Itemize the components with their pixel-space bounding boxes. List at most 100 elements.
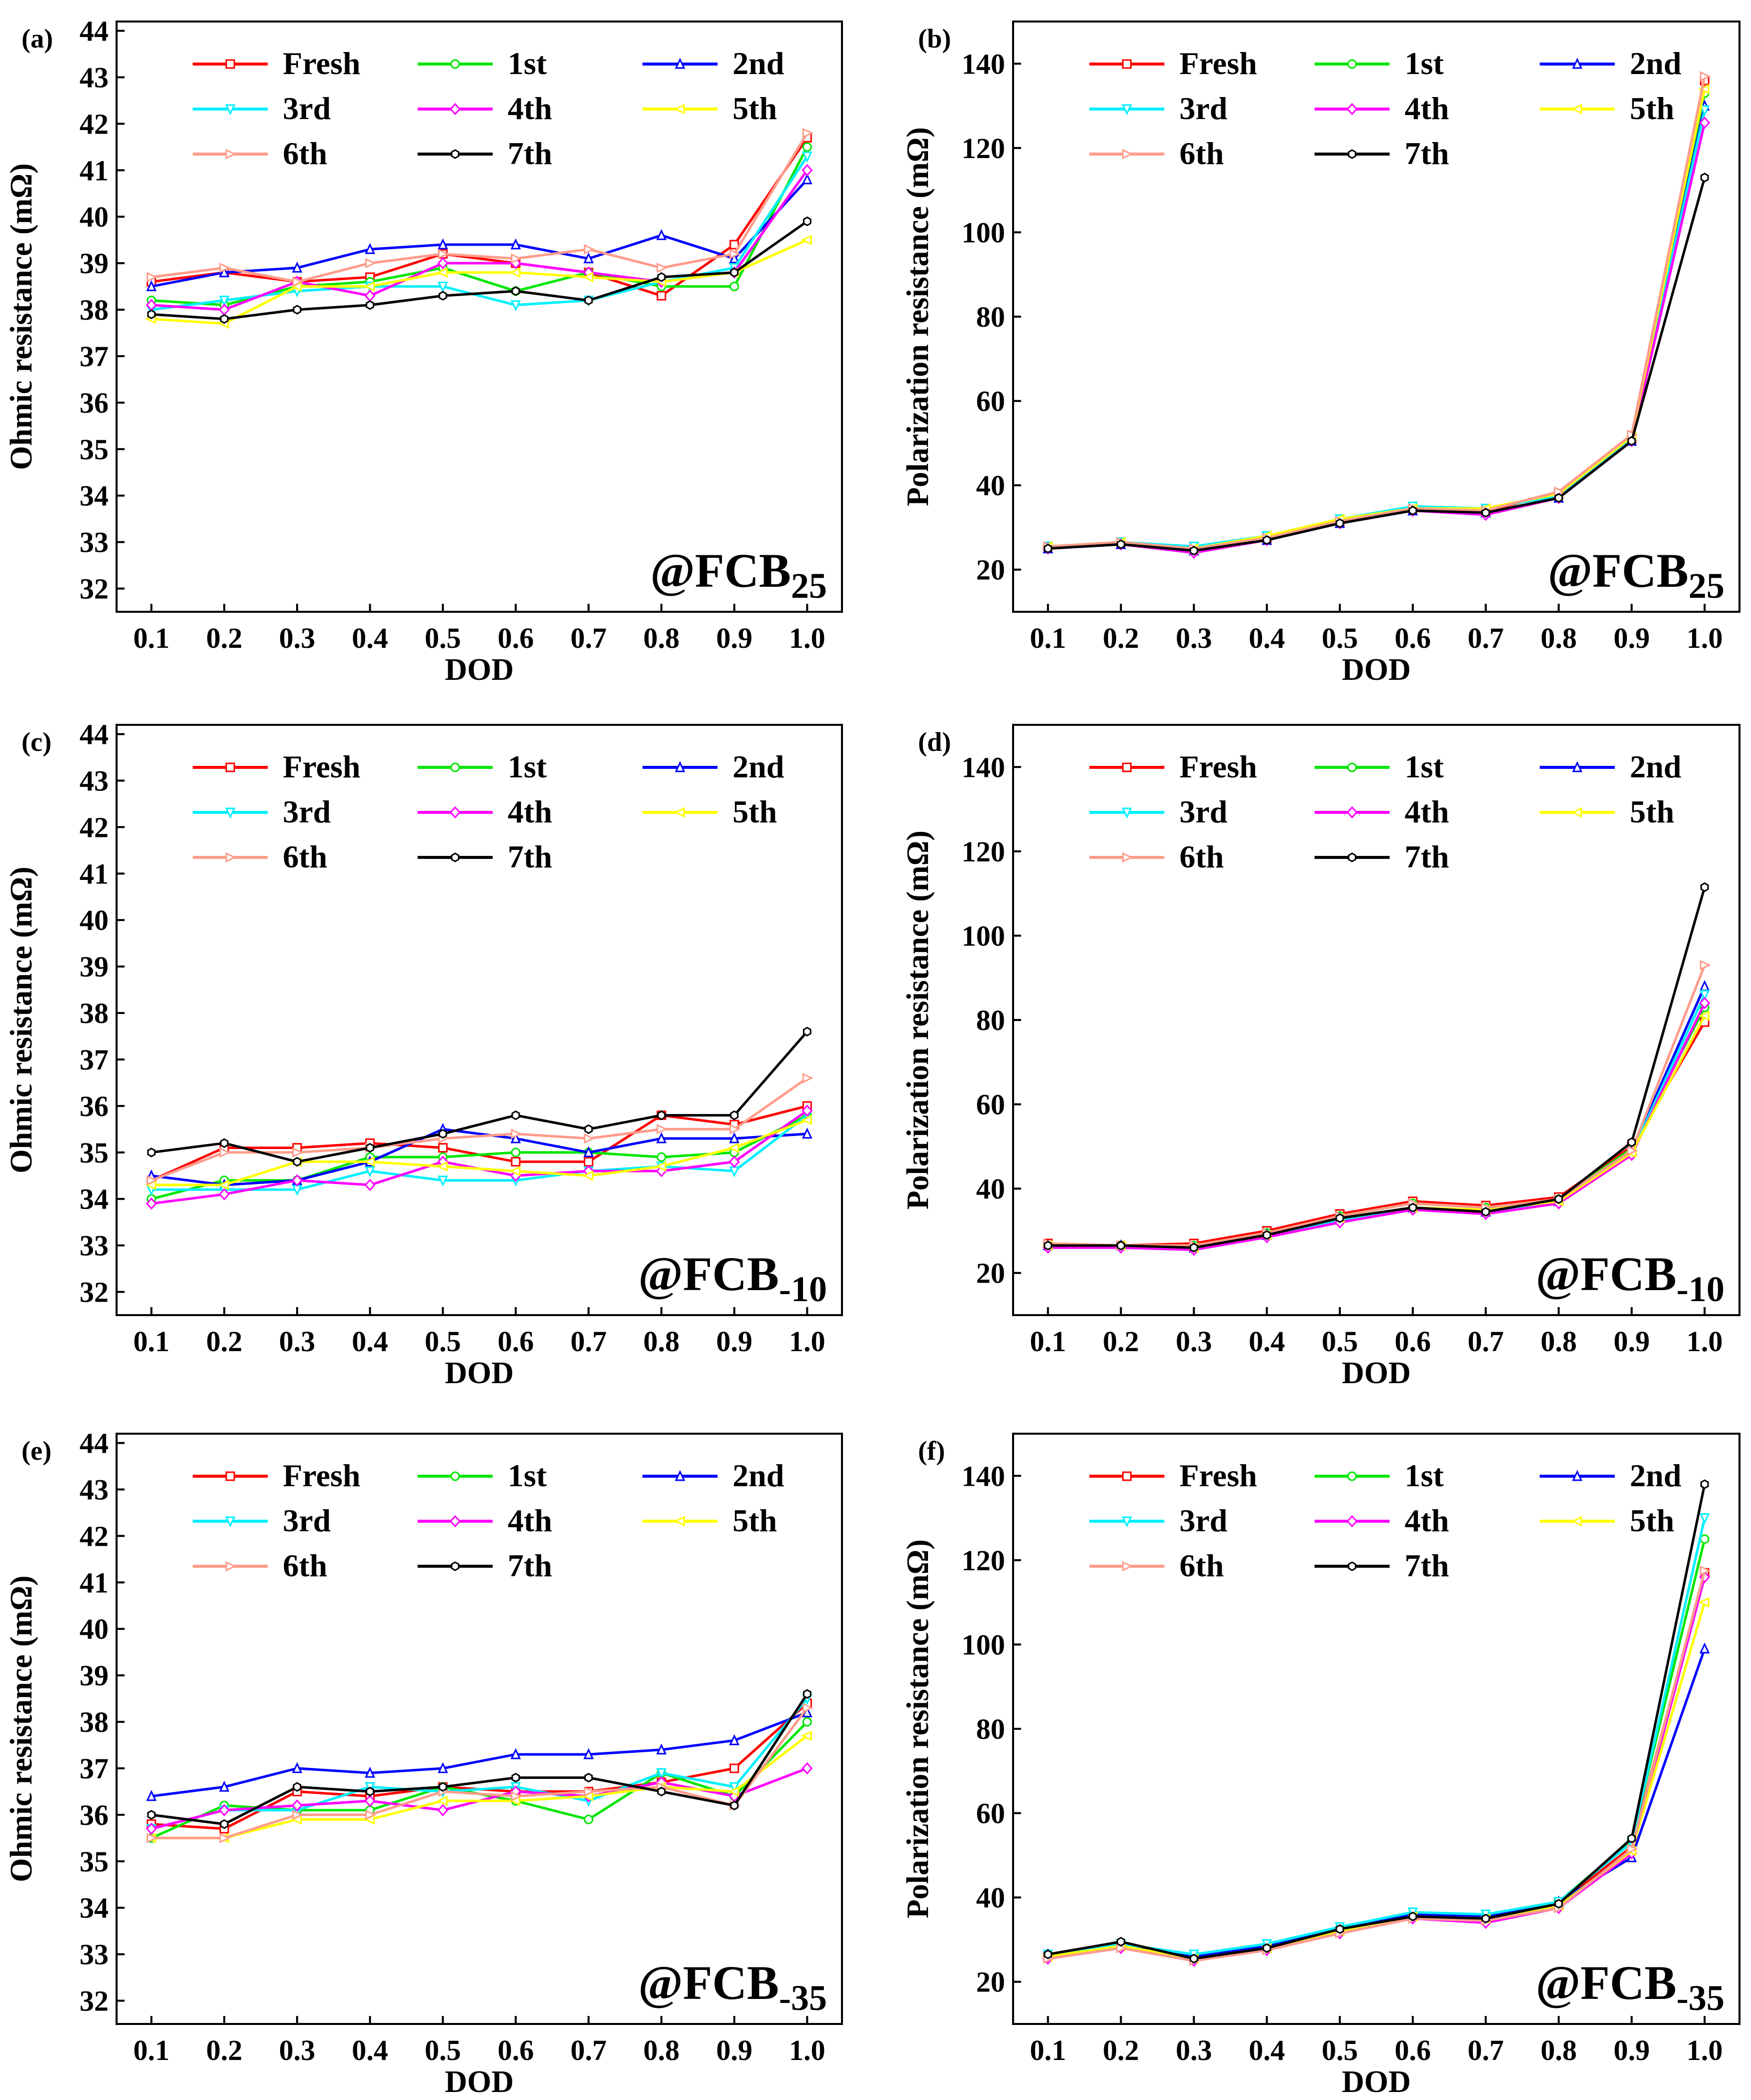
y-tick-label: 80 [976, 1004, 1005, 1036]
data-point [1262, 1230, 1271, 1240]
data-point [1044, 1241, 1053, 1251]
series-line [151, 1711, 808, 1798]
legend-marker [1571, 104, 1582, 115]
data-point [1554, 493, 1563, 503]
data-point [584, 244, 595, 255]
legend-marker [674, 761, 685, 772]
x-tick-label: 1.0 [789, 2034, 825, 2066]
data-point [1190, 546, 1198, 556]
panel-d: 20 40 60 80 100 120 140 0.1 0.2 0.3 0.4 0.5 0.6 0.7 0.… [901, 724, 1740, 1390]
data-point [655, 1161, 666, 1172]
legend-marker [225, 1561, 237, 1572]
data-point [366, 1143, 374, 1153]
x-tick-label: 0.6 [498, 1325, 534, 1358]
legend-label: 4th [508, 794, 552, 829]
x-tick-label: 0.8 [643, 1325, 680, 1358]
series-line [1048, 80, 1706, 550]
series-line [151, 179, 808, 288]
series-3rd [146, 151, 812, 316]
data-point [656, 1124, 668, 1135]
y-tick-label: 40 [80, 1613, 109, 1645]
legend-marker [1572, 1470, 1583, 1481]
legend-label: 4th [1405, 91, 1449, 126]
y-tick-label: 40 [976, 469, 1005, 502]
series-line [151, 220, 808, 321]
data-point [1117, 539, 1125, 549]
y-tick-label: 32 [80, 1276, 109, 1309]
series-line [151, 1119, 808, 1187]
x-tick-label: 0.7 [570, 2034, 607, 2066]
y-tick-label: 34 [80, 1892, 109, 1924]
y-axis-title: Polarization resistance (mΩ) [901, 830, 935, 1210]
data-point [1700, 882, 1709, 892]
legend-marker [1346, 1515, 1358, 1528]
data-point [729, 1132, 740, 1144]
data-point [728, 1156, 740, 1168]
data-point [728, 1786, 739, 1797]
data-point [1481, 1207, 1490, 1217]
x-tick-label: 0.5 [1322, 2034, 1358, 2066]
y-tick-label: 33 [80, 526, 109, 559]
x-tick-label: 0.5 [425, 1325, 461, 1358]
data-point [803, 1689, 811, 1699]
legend-label: 6th [1179, 136, 1224, 171]
y-tick-label: 42 [80, 108, 109, 140]
x-tick-label: 0.6 [1395, 1325, 1431, 1358]
data-point [292, 1762, 303, 1773]
series-line [1048, 93, 1706, 550]
data-point [1190, 1953, 1198, 1964]
data-point [656, 1132, 667, 1144]
y-tick-label: 39 [80, 247, 109, 280]
data-point [657, 272, 666, 282]
legend-marker [451, 852, 460, 862]
data-point [800, 1730, 812, 1741]
data-point [802, 173, 812, 185]
x-tick-label: 0.9 [1613, 622, 1650, 654]
data-point [583, 1814, 593, 1824]
legend-label: 6th [1179, 1548, 1224, 1583]
x-axis-title: DOD [445, 653, 514, 687]
data-point [292, 1185, 303, 1196]
data-point [365, 243, 375, 254]
data-point [800, 1115, 812, 1126]
legend-marker [225, 59, 235, 69]
series-line [151, 1114, 808, 1201]
x-tick-label: 0.9 [1613, 2034, 1650, 2066]
y-tick-label: 40 [80, 201, 109, 233]
legend-label: 2nd [1630, 1458, 1681, 1493]
data-point [1699, 980, 1710, 991]
data-point [801, 1104, 813, 1117]
series-6th [1043, 1565, 1711, 1966]
y-axis-title: Ohmic resistance (mΩ) [5, 1575, 39, 1882]
legend-marker [225, 1516, 236, 1528]
legend-label: 6th [1179, 839, 1224, 874]
legend-marker [1347, 762, 1357, 772]
data-point [1117, 1241, 1125, 1251]
series-5th [145, 235, 812, 329]
series-line [1048, 122, 1706, 554]
x-tick-label: 0.3 [279, 1325, 316, 1358]
x-tick-label: 0.4 [352, 622, 388, 654]
y-tick-label: 120 [962, 835, 1005, 868]
data-point [511, 286, 520, 296]
data-point [511, 1791, 522, 1802]
plot-frame [116, 21, 843, 613]
data-point [1699, 105, 1710, 117]
y-tick-label: 40 [976, 1173, 1005, 1205]
series-1st [1043, 1534, 1709, 1961]
x-tick-label: 1.0 [1686, 2034, 1723, 2066]
legend-marker [674, 1470, 685, 1481]
legend-marker [1346, 806, 1358, 819]
series-1st [1043, 88, 1709, 554]
x-tick-label: 0.4 [352, 2034, 388, 2066]
legend-marker [449, 103, 461, 116]
legend-label: 1st [508, 749, 547, 784]
y-tick-label: 34 [80, 480, 109, 512]
y-axis-title: Polarization resistance (mΩ) [901, 127, 935, 506]
data-point [511, 1148, 521, 1158]
data-point [1698, 1597, 1709, 1608]
series-6th [147, 128, 813, 287]
data-point [657, 1786, 666, 1797]
legend-label: 7th [508, 136, 552, 171]
